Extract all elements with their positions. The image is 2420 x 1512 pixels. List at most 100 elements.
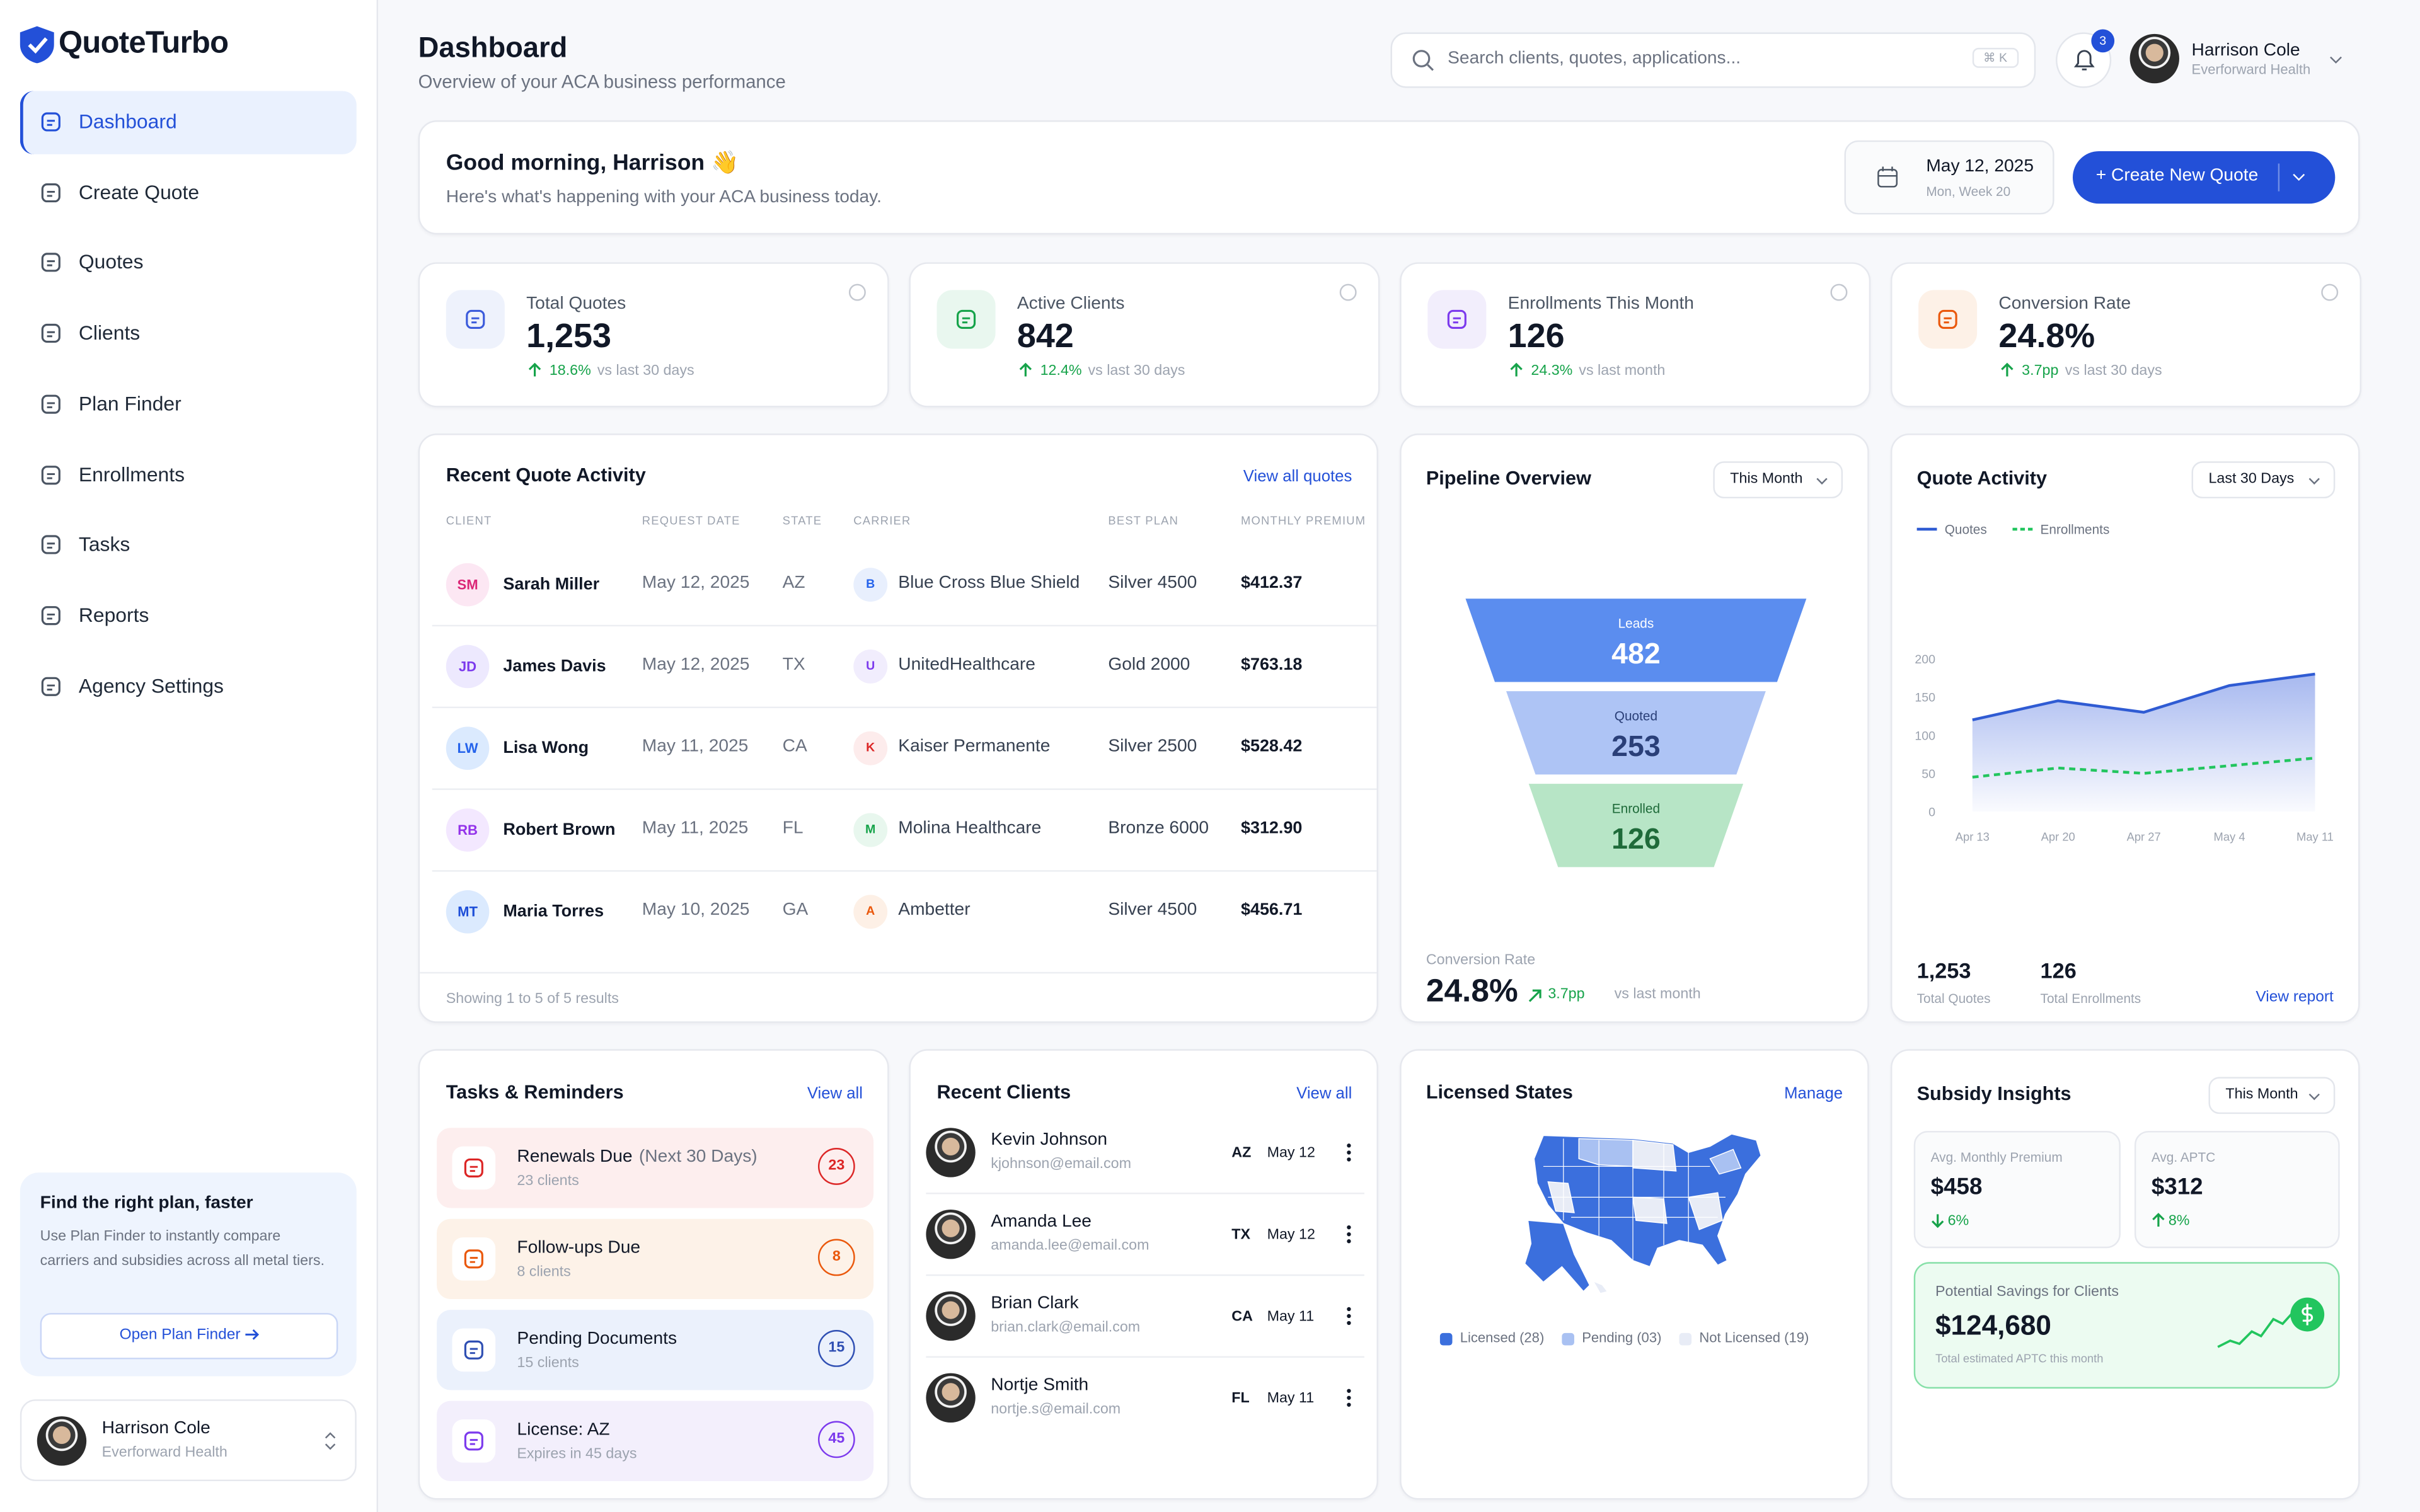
promo-button-label[interactable]: Open Plan Finder [119, 1327, 241, 1344]
nav-item[interactable]: Dashboard [20, 91, 357, 154]
plan: Silver 2500 [1108, 737, 1197, 757]
icon [464, 1431, 483, 1451]
nav-item[interactable]: Quotes [20, 232, 357, 295]
task-item[interactable]: Renewals Due (Next 30 Days) 23 clients 23 [437, 1128, 874, 1208]
x-tick-label: Apr 13 [1956, 830, 1990, 844]
date-box[interactable]: May 12, 2025 Mon, Week 20 [1844, 140, 2054, 215]
premium: $528.42 [1240, 737, 1303, 757]
nav-item[interactable]: Clients [20, 302, 357, 365]
nav-label[interactable]: Reports [78, 603, 149, 627]
nav-label[interactable]: Agency Settings [78, 673, 224, 697]
filter-button[interactable]: Last 30 Days [2191, 461, 2336, 499]
client-name: Robert Brown [503, 820, 616, 840]
nav-label[interactable]: Create Quote [78, 180, 200, 203]
nav-label[interactable]: Enrollments [78, 462, 185, 486]
task-sub: 8 clients [517, 1263, 571, 1281]
notifications-button[interactable]: 3 [2056, 29, 2115, 88]
nav-label[interactable]: Clients [78, 321, 141, 345]
nav-item[interactable]: Enrollments [20, 444, 357, 507]
kpi-label: Enrollments This Month [1507, 294, 1694, 314]
stat-label: Total Quotes [1916, 990, 1991, 1006]
funnel-stage [1528, 784, 1744, 868]
task-icon [452, 1146, 496, 1190]
nav-label[interactable]: Plan Finder [78, 391, 182, 415]
icon-shape [1447, 309, 1466, 329]
avatar [37, 1416, 87, 1466]
search-box[interactable]: Search clients, quotes, applications... … [1390, 32, 2036, 88]
stage-value: 253 [1611, 730, 1661, 762]
subsidy-stat: Avg. APTC $312 8% [2134, 1131, 2340, 1249]
x-tick-label: Apr 27 [2127, 830, 2161, 844]
nav-item[interactable]: Tasks [20, 514, 357, 577]
card-link[interactable]: View all quotes [1243, 467, 1352, 486]
filter-label[interactable]: This Month [2225, 1086, 2298, 1104]
avatar [2129, 33, 2179, 84]
divider [420, 971, 1377, 974]
nav-label[interactable]: Dashboard [78, 109, 177, 133]
nav-item[interactable]: Plan Finder [20, 373, 357, 436]
kpi-icon [1427, 290, 1487, 349]
trend-icon [1528, 989, 1541, 1002]
nav-item[interactable]: Agency Settings [20, 655, 357, 718]
kpi-value: 1,253 [526, 316, 611, 355]
nav-item[interactable]: Create Quote [20, 161, 357, 224]
kpi-note: vs last 30 days [2065, 362, 2162, 380]
search-placeholder: Search clients, quotes, applications... [1448, 49, 1741, 68]
nav-label[interactable]: Tasks [78, 532, 130, 556]
more-menu[interactable] [1346, 1143, 1352, 1162]
more-menu[interactable] [1346, 1389, 1352, 1407]
stat-value: 126 [2040, 958, 2077, 983]
kpi-card: Active Clients 842 12.4% vs last 30 days [909, 262, 1380, 408]
icon-shape [1453, 317, 1461, 324]
conversion-value: 24.8% [1426, 973, 1518, 1009]
create-quote-button[interactable]: + Create New Quote [2072, 151, 2336, 204]
user-box[interactable]: Harrison Cole Everforward Health [20, 1399, 357, 1482]
card-link[interactable]: View all [807, 1084, 863, 1104]
client-name: James Davis [503, 657, 606, 676]
filter-button[interactable]: This Month [1713, 461, 1843, 499]
row-divider [926, 1356, 1364, 1358]
task-detail: (Next 30 Days) [638, 1148, 758, 1167]
arrow-icon [245, 1329, 259, 1340]
kpi-note: vs last 30 days [597, 362, 694, 380]
column-header: BEST PLAN [1108, 513, 1179, 528]
y-tick-label: 150 [1915, 691, 1935, 705]
promo-button[interactable]: Open Plan Finder [40, 1313, 338, 1360]
more-menu[interactable] [1346, 1307, 1352, 1326]
stat-label: Avg. Monthly Premium [1930, 1149, 2063, 1165]
state: AZ [782, 574, 805, 593]
filter-label[interactable]: This Month [1730, 470, 1803, 488]
card-title: Subsidy Insights [1916, 1083, 2071, 1105]
task-count: 45 [817, 1421, 855, 1458]
client-email: nortje.s@email.com [991, 1400, 1121, 1418]
more-menu[interactable] [1346, 1225, 1352, 1244]
date: May 12, 2025 [1926, 157, 2034, 176]
create-quote-label[interactable]: + Create New Quote [2095, 166, 2259, 185]
task-item[interactable]: Pending Documents 15 clients 15 [437, 1310, 874, 1390]
subsidy-card: Subsidy Insights This Month Potential Sa… [1891, 1049, 2360, 1500]
carrier-badge: A [853, 895, 888, 929]
task-item[interactable]: License: AZ Expires in 45 days 45 [437, 1400, 874, 1482]
nav-item[interactable]: Reports [20, 585, 357, 648]
stat-value: 1,253 [1916, 958, 1971, 983]
icon-shape [41, 112, 60, 132]
row-divider [926, 1193, 1364, 1194]
card-link[interactable]: View all [1296, 1084, 1352, 1104]
icon-shape [962, 317, 971, 324]
icon [41, 324, 60, 343]
legend-label: Quotes [1945, 522, 1987, 537]
card-link[interactable]: View report [2256, 988, 2334, 1006]
nav-label[interactable]: Quotes [78, 250, 144, 274]
task-sub: 15 clients [517, 1354, 579, 1372]
filter-label[interactable]: Last 30 Days [2208, 470, 2295, 488]
dot [1347, 1320, 1351, 1326]
filter-button[interactable]: This Month [2208, 1077, 2336, 1114]
client-state: TX [1231, 1226, 1251, 1244]
task-item[interactable]: Follow-ups Due 8 clients 8 [437, 1218, 874, 1300]
premium: $763.18 [1240, 655, 1303, 675]
dot [1347, 1239, 1351, 1244]
chevron[interactable] [2292, 173, 2306, 182]
kpi-note: vs last month [1579, 362, 1666, 380]
dot [1347, 1143, 1351, 1148]
card-link[interactable]: Manage [1784, 1084, 1843, 1104]
